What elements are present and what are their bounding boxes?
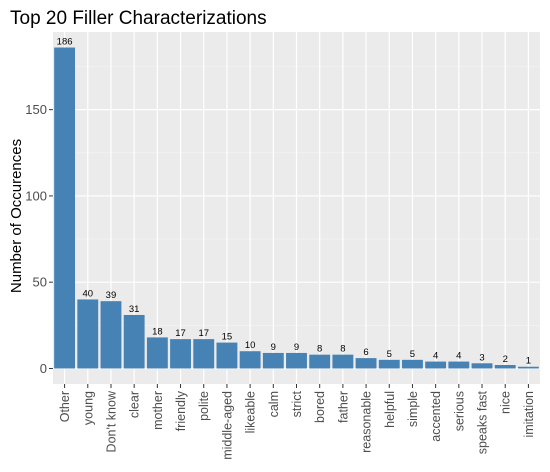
y-tick-label: 0	[40, 361, 47, 376]
x-tick-label: friendly	[174, 390, 188, 431]
bar	[494, 365, 516, 369]
bar	[471, 363, 493, 369]
bar	[402, 359, 423, 369]
data-label: 40	[82, 288, 93, 299]
data-label: 6	[363, 347, 368, 358]
x-tick-label: reasonable	[360, 391, 374, 453]
y-axis-label: Number of Occurences	[8, 139, 25, 293]
x-tick-label: simple	[406, 391, 420, 427]
data-labels: 186 40 39 31 18 17 17 15 10 9 9 8 8 6 5 5 4 4 3 2 1	[57, 37, 531, 367]
x-tick-label: Don't know	[104, 390, 118, 452]
x-tick-label: serious	[452, 391, 466, 431]
data-label: 9	[294, 342, 299, 353]
bar	[77, 299, 99, 369]
x-tick-label: clear	[128, 391, 142, 418]
bar	[425, 361, 447, 369]
bar	[448, 361, 470, 369]
bar	[123, 314, 145, 369]
x-tick-label: young	[81, 391, 95, 425]
data-label: 1	[526, 356, 531, 367]
data-label: 18	[152, 326, 163, 337]
data-label: 17	[175, 328, 186, 339]
data-label: 3	[479, 352, 484, 363]
x-tick-label: mother	[151, 391, 165, 430]
x-tick-label: imitation	[522, 391, 536, 438]
data-label: 2	[503, 354, 508, 365]
chart-title: Top 20 Filler Characterizations	[10, 8, 267, 29]
bar	[193, 339, 215, 369]
y-axis: 0 50 100 150	[25, 102, 53, 376]
data-label: 17	[198, 328, 209, 339]
data-label: 8	[340, 344, 345, 355]
x-tick-label: Other	[58, 391, 72, 422]
bar	[262, 352, 284, 369]
data-label: 5	[410, 349, 415, 360]
x-tick-label: helpful	[383, 391, 397, 428]
bar	[146, 337, 168, 369]
y-tick-label: 150	[25, 102, 47, 117]
data-label: 4	[433, 351, 438, 362]
bar	[309, 354, 331, 369]
data-label: 31	[129, 304, 140, 315]
data-label: 186	[57, 37, 73, 48]
bar	[517, 366, 539, 369]
bar	[332, 354, 354, 369]
x-tick-label: likeable	[244, 391, 258, 433]
x-tick-label: calm	[267, 391, 281, 417]
bar	[216, 342, 238, 369]
data-label: 10	[245, 340, 256, 351]
x-axis: Other young Don't know clear mother friendly p…	[58, 384, 536, 460]
bar	[239, 351, 261, 369]
bar	[54, 47, 76, 369]
bar	[100, 301, 122, 369]
bar	[286, 352, 307, 369]
y-tick-label: 100	[25, 188, 47, 203]
x-tick-label: middle-aged	[220, 391, 234, 460]
data-label: 9	[271, 342, 276, 353]
x-tick-label: father	[336, 391, 350, 423]
data-label: 39	[106, 290, 117, 301]
y-tick-label: 50	[33, 275, 47, 290]
data-label: 5	[387, 349, 392, 360]
x-tick-label: nice	[499, 391, 513, 414]
x-tick-label: accented	[429, 391, 443, 442]
data-label: 15	[222, 332, 233, 343]
bar	[170, 339, 191, 369]
bar	[378, 359, 400, 369]
x-tick-label: polite	[197, 391, 211, 421]
data-label: 8	[317, 344, 322, 355]
data-label: 4	[456, 351, 461, 362]
bars	[54, 47, 539, 369]
x-tick-label: bored	[313, 391, 327, 423]
x-tick-label: strict	[290, 390, 304, 417]
bar	[355, 358, 377, 369]
x-tick-label: speaks fast	[476, 390, 490, 454]
